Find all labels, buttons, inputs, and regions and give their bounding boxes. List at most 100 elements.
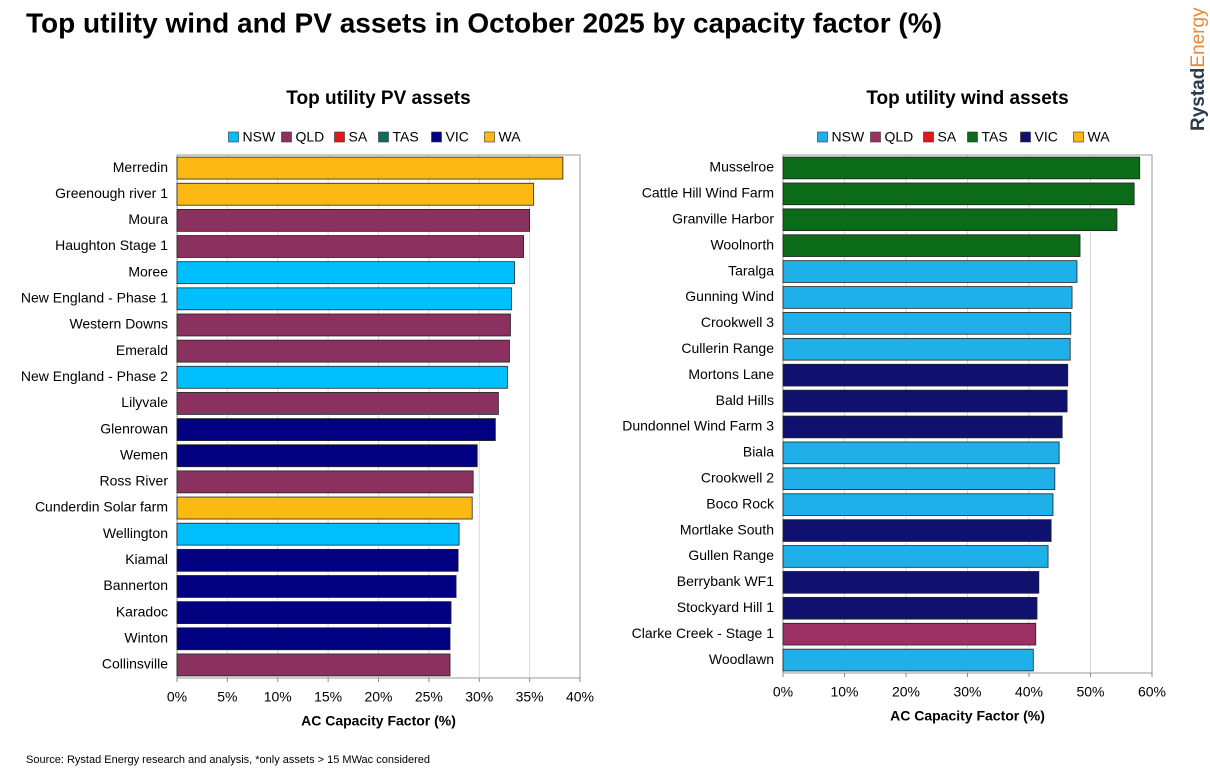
y-tick-label: Clarke Creek - Stage 1 <box>632 625 775 641</box>
legend-swatch <box>431 131 442 143</box>
bar <box>782 389 1068 413</box>
bar <box>176 522 460 546</box>
x-tick-label: 20% <box>892 684 920 700</box>
y-tick-label: New England - Phase 2 <box>21 368 168 384</box>
y-tick-label: Mortlake South <box>680 521 774 537</box>
y-tick-label: Cullerin Range <box>681 340 774 356</box>
x-axis-title: AC Capacity Factor (%) <box>301 713 456 729</box>
y-tick-label: Biala <box>743 444 774 460</box>
legend-label: QLD <box>885 129 914 145</box>
y-tick-label: Greenough river 1 <box>55 185 168 201</box>
y-tick-label: Granville Harbor <box>672 210 774 226</box>
legend-label: NSW <box>832 129 865 145</box>
bar <box>176 313 511 337</box>
bar <box>782 286 1073 309</box>
bar <box>176 575 457 598</box>
source-note: Source: Rystad Energy research and analy… <box>26 754 430 766</box>
y-tick-label: Ross River <box>100 473 169 489</box>
y-tick-label: Bannerton <box>103 577 168 593</box>
bar <box>176 365 508 389</box>
brand-bold: Rystad <box>1188 68 1209 131</box>
y-tick-label: Woodlawn <box>709 651 774 667</box>
y-tick-label: Dundonnel Wind Farm 3 <box>622 418 774 434</box>
legend-swatch <box>923 131 934 143</box>
bar <box>782 312 1072 335</box>
legend-swatch <box>967 131 978 143</box>
brand-light: Energy <box>1188 7 1209 68</box>
legend-swatch <box>228 131 239 143</box>
x-tick-label: 10% <box>830 684 858 700</box>
bar <box>782 519 1052 542</box>
y-tick-label: Haughton Stage 1 <box>55 237 168 253</box>
y-tick-label: Berrybank WF1 <box>677 573 774 589</box>
bar <box>176 627 451 651</box>
x-tick-label: 40% <box>1015 684 1043 700</box>
legend-swatch <box>378 131 389 143</box>
bar <box>782 467 1056 491</box>
x-tick-label: 50% <box>1076 684 1104 700</box>
x-axis-title: AC Capacity Factor (%) <box>890 708 1045 724</box>
y-tick-label: Wellington <box>103 525 168 541</box>
bar <box>176 261 515 285</box>
legend-swatch <box>1073 131 1084 143</box>
plot-frame <box>176 154 581 679</box>
bar <box>782 622 1037 646</box>
y-tick-label: Lilyvale <box>121 394 168 410</box>
legend-label: TAS <box>393 129 419 145</box>
bar <box>782 493 1054 516</box>
y-tick-label: Mortons Lane <box>688 366 774 382</box>
bar <box>176 548 459 572</box>
brand-logo: RystadEnergy <box>1188 7 1209 131</box>
x-tick-label: 15% <box>314 689 342 705</box>
bar <box>782 182 1135 206</box>
y-tick-label: Taralga <box>728 262 774 278</box>
x-tick-label: 30% <box>465 689 493 705</box>
y-tick-label: Emerald <box>116 342 168 358</box>
legend-swatch <box>484 131 495 143</box>
x-tick-label: 25% <box>415 689 443 705</box>
y-tick-label: Woolnorth <box>710 236 774 252</box>
x-tick-label: 0% <box>167 689 187 705</box>
bar <box>176 208 531 232</box>
legend-label: SA <box>349 129 368 145</box>
bar <box>176 235 524 258</box>
bar <box>782 234 1081 257</box>
y-tick-label: Moree <box>128 263 168 279</box>
y-tick-label: Wemen <box>120 446 168 462</box>
legend-swatch <box>334 131 345 143</box>
bar <box>176 470 474 494</box>
bar <box>782 596 1038 620</box>
y-tick-label: Glenrowan <box>100 420 168 436</box>
y-tick-label: Crookwell 2 <box>701 469 774 485</box>
bar <box>782 415 1063 439</box>
bar <box>782 337 1071 361</box>
bar <box>176 653 451 677</box>
bar <box>176 156 564 180</box>
legend-swatch <box>817 131 828 143</box>
y-tick-label: Stockyard Hill 1 <box>677 599 774 615</box>
legend-label: QLD <box>296 129 325 145</box>
legend-swatch <box>870 131 881 143</box>
y-tick-label: Boco Rock <box>706 495 775 511</box>
x-tick-label: 20% <box>364 689 392 705</box>
y-tick-label: Karadoc <box>116 603 168 619</box>
bar <box>782 208 1118 232</box>
bar <box>782 156 1141 180</box>
y-tick-label: Winton <box>124 629 168 645</box>
x-tick-label: 35% <box>516 689 544 705</box>
bar <box>782 571 1040 594</box>
x-tick-label: 30% <box>953 684 981 700</box>
plot-frame <box>782 154 1153 674</box>
x-tick-label: 0% <box>773 684 793 700</box>
legend-label: WA <box>1088 129 1111 145</box>
legend-label: VIC <box>446 129 469 145</box>
y-tick-label: Cattle Hill Wind Farm <box>642 185 774 201</box>
x-tick-label: 5% <box>217 689 237 705</box>
y-tick-label: Bald Hills <box>716 392 774 408</box>
bar <box>782 545 1049 568</box>
x-tick-label: 60% <box>1138 684 1166 700</box>
y-tick-label: New England - Phase 1 <box>21 290 168 306</box>
bar <box>176 287 512 311</box>
page-title: Top utility wind and PV assets in Octobe… <box>26 7 942 38</box>
